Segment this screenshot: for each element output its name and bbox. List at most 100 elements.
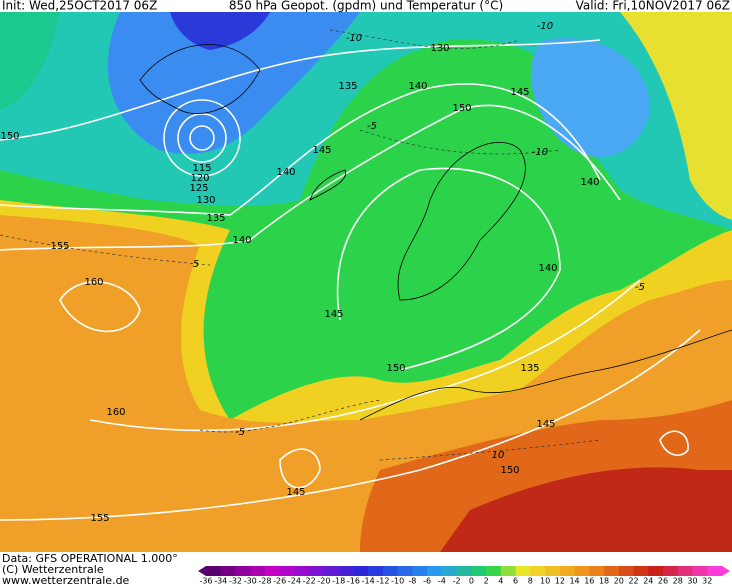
temperature-label: -10 — [537, 21, 553, 32]
colorbar-tick-label: 4 — [498, 577, 503, 586]
coastlines — [139, 44, 732, 421]
colorbar-bin — [412, 566, 428, 576]
temperature-contours — [0, 29, 601, 461]
colorbar-tick-label: -18 — [332, 577, 345, 586]
website: www.wetterzentrale.de — [2, 574, 130, 587]
geopotential-label: 115 — [192, 163, 211, 174]
colorbar-tick-label: 26 — [658, 577, 668, 586]
colorbar-bin — [220, 566, 236, 576]
colorbar-bin — [427, 566, 443, 576]
geopotential-label: 145 — [536, 419, 555, 430]
geopotential-label: 150 — [0, 131, 19, 142]
colorbar-tick-label: -14 — [362, 577, 375, 586]
colorbar-tick-label: -34 — [214, 577, 227, 586]
colorbar-tick-label: -8 — [408, 577, 416, 586]
blue-region-east — [530, 38, 650, 157]
geopotential-label: 160 — [106, 407, 125, 418]
colorbar-bin — [500, 566, 517, 576]
colorbar-tick-label: 28 — [673, 577, 683, 586]
header-band — [0, 0, 732, 12]
colorbar-bin — [663, 566, 679, 576]
colorbar-bin — [279, 566, 295, 576]
blue-region — [107, 12, 360, 154]
colorbar-bin — [574, 566, 590, 576]
colorbar-bin — [545, 566, 561, 576]
colorbar-tick-label: -24 — [288, 577, 301, 586]
colorbar-tick-label: 32 — [702, 577, 712, 586]
colorbar-tick-label: 12 — [555, 577, 565, 586]
colorbar-bin — [294, 566, 310, 576]
colorbar-tick-label: -12 — [376, 577, 389, 586]
colorbar-bin — [530, 566, 546, 576]
colorbar-bin — [486, 566, 502, 576]
colorbar-tick-label: -22 — [303, 577, 316, 586]
colorbar-bin — [515, 566, 531, 576]
geopotential-label: 130 — [196, 195, 215, 206]
temperature-label: 10 — [492, 450, 505, 461]
colorbar-tick-label: 8 — [528, 577, 533, 586]
colorbar-tick-label: -6 — [423, 577, 431, 586]
map-title: 850 hPa Geopot. (gpdm) und Temperatur (°… — [229, 0, 503, 13]
colorbar-bin — [206, 566, 222, 576]
colorbar-end-high — [722, 566, 730, 576]
geopotential-label: 150 — [386, 363, 405, 374]
colorbar-tick-label: 24 — [643, 577, 653, 586]
map — [0, 12, 732, 552]
colorbar-bin — [456, 566, 472, 576]
colorbar-bin — [397, 566, 413, 576]
colorbar-tick-label: 2 — [484, 577, 489, 586]
colorbar-bin — [692, 566, 708, 576]
colorbar-tick-label: -36 — [199, 577, 212, 586]
temperature-label: -10 — [532, 147, 548, 158]
colorbar-bin — [707, 566, 723, 576]
colorbar-bin — [677, 566, 694, 576]
colorbar-bin — [368, 566, 384, 576]
copyright: (C) Wetterzentrale — [2, 563, 104, 576]
colorbar-tick-label: 6 — [513, 577, 518, 586]
yellow-region-ne — [620, 12, 732, 220]
colorbar-tick-label: 14 — [569, 577, 579, 586]
colorbar-tick-label: 22 — [628, 577, 638, 586]
temperature-label: -5 — [367, 121, 377, 132]
colorbar-tick-label: -28 — [258, 577, 271, 586]
colorbar-bin — [648, 566, 664, 576]
temperature-label: -5 — [235, 427, 245, 438]
geopotential-label: 140 — [580, 177, 599, 188]
colorbar-tick-label: 16 — [584, 577, 594, 586]
valid-time: Valid: Fri,10NOV2017 06Z — [576, 0, 730, 13]
geopotential-label: 160 — [84, 277, 103, 288]
colorbar-bin — [309, 566, 325, 576]
geopotential-label: 140 — [276, 167, 295, 178]
colorbar-bin — [353, 566, 369, 576]
colorbar-bin — [633, 566, 649, 576]
geopotential-label: 145 — [324, 309, 343, 320]
colorbar-tick-label: -30 — [244, 577, 257, 586]
geopotential-label: 155 — [90, 513, 109, 524]
colorbar-tick-label: -16 — [347, 577, 360, 586]
data-source: Data: GFS OPERATIONAL 1.000° — [2, 552, 178, 565]
colorbar-tick-label: 30 — [687, 577, 697, 586]
colorbar-tick-label: -20 — [317, 577, 330, 586]
header: Init: Wed,25OCT2017 06Z 850 hPa Geopot. … — [0, 0, 732, 13]
temperature-label: 5 — [193, 259, 199, 270]
colorbar-bin — [264, 566, 281, 576]
colorbar-bin — [559, 566, 576, 576]
temperature-label: -5 — [635, 282, 645, 293]
colorbar-bin — [618, 566, 635, 576]
geopotential-label: 125 — [189, 183, 208, 194]
colorbar-bin — [441, 566, 458, 576]
colorbar-end-low — [198, 566, 206, 576]
colorbar-bin — [323, 566, 340, 576]
geopotential-contours — [0, 39, 701, 521]
colorbar-bin — [382, 566, 399, 576]
colorbar-tick-label: 0 — [469, 577, 474, 586]
colorbar-bin — [235, 566, 251, 576]
teal-region — [0, 12, 60, 110]
geopotential-label: 150 — [452, 103, 471, 114]
geopotential-label: 135 — [520, 363, 539, 374]
geopotential-label: 155 — [50, 241, 69, 252]
colorbar-tick-label: 20 — [614, 577, 624, 586]
temperature-label: -10 — [346, 33, 362, 44]
geopotential-label: 120 — [190, 173, 209, 184]
